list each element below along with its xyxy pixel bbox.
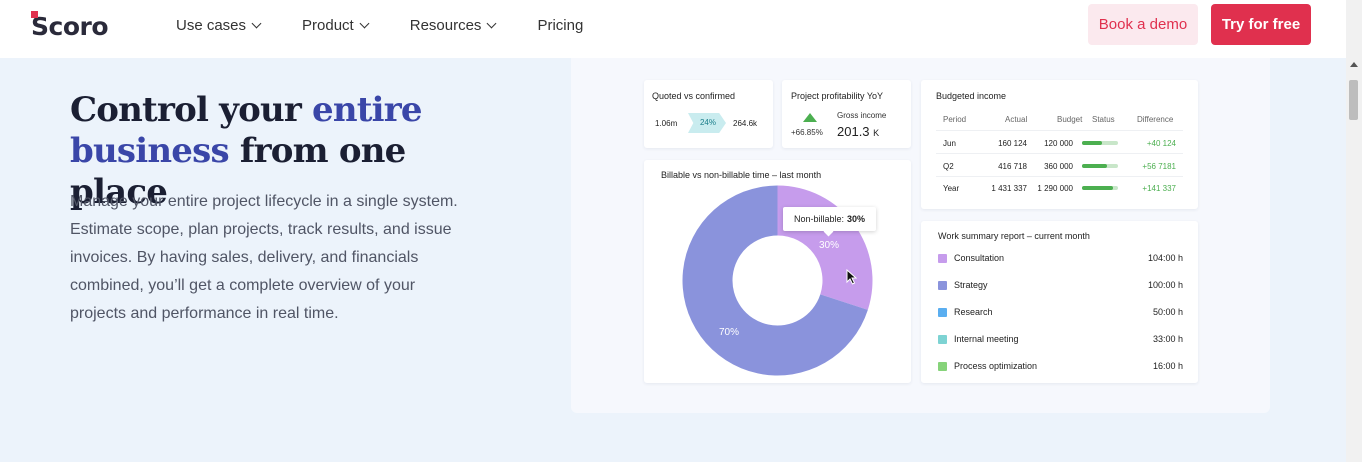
status-bar — [1082, 186, 1118, 190]
scroll-up-arrow-icon[interactable] — [1350, 62, 1358, 67]
activity-hours: 104:00 h — [1147, 253, 1183, 263]
color-swatch — [938, 308, 947, 317]
quoted-value: 1.06m — [655, 119, 678, 128]
status-bar — [1082, 164, 1118, 168]
status-bar-fill — [1082, 164, 1108, 168]
period-cell: Year — [943, 184, 960, 193]
card-title: Billable vs non-billable time – last mon… — [661, 170, 822, 180]
list-item: Strategy 100:00 h — [938, 279, 1183, 293]
row-divider — [936, 130, 1183, 131]
activity-name: Process optimization — [954, 361, 1038, 371]
chevron-down-icon — [251, 18, 262, 28]
project-profitability-card: Project profitability YoY +66.85% Gross … — [782, 80, 911, 148]
card-title: Budgeted income — [936, 91, 1007, 101]
difference-cell: +141 337 — [1142, 184, 1176, 193]
chevron-down-icon — [486, 18, 497, 28]
arrow-badge-icon — [688, 113, 726, 133]
period-cell: Q2 — [943, 162, 954, 171]
color-swatch — [938, 254, 947, 263]
profit-change: +66.85% — [791, 128, 823, 137]
list-item: Research 50:00 h — [938, 306, 1183, 320]
conversion-percent: 24% — [699, 118, 716, 127]
logo-text: coro — [48, 12, 109, 41]
budget-cell: 360 000 — [1044, 162, 1073, 171]
non-billable-percent-label: 30% — [819, 240, 840, 251]
scoro-logo[interactable]: Scoro — [31, 11, 109, 41]
nav-resources[interactable]: Resources — [409, 16, 497, 34]
difference-cell: +56 7181 — [1142, 162, 1176, 171]
nav-label: Product — [302, 16, 354, 34]
gross-income-number: 201.3 — [837, 124, 870, 139]
triangle-up-icon — [803, 113, 817, 122]
actual-cell: 160 124 — [998, 139, 1027, 148]
gross-income-label: Gross income — [837, 111, 887, 120]
nav-label: Resources — [409, 16, 482, 34]
activity-name: Internal meeting — [954, 334, 1019, 344]
row-divider — [936, 176, 1183, 177]
column-header: Difference — [1137, 115, 1174, 124]
status-bar — [1082, 141, 1118, 145]
activity-hours: 50:00 h — [1152, 307, 1183, 317]
list-item: Consultation 104:00 h — [938, 252, 1183, 266]
site-header: Scoro Use cases Product Resources Pricin… — [0, 0, 1346, 58]
activity-hours: 16:00 h — [1152, 361, 1183, 371]
nav-product[interactable]: Product — [302, 16, 370, 34]
budgeted-income-card: Budgeted income Period Actual Budget Sta… — [921, 80, 1198, 209]
work-summary-card: Work summary report – current month Cons… — [921, 221, 1198, 383]
card-title: Quoted vs confirmed — [652, 91, 736, 101]
card-title: Project profitability YoY — [791, 91, 884, 101]
nav-pricing[interactable]: Pricing — [537, 17, 583, 34]
budget-cell: 120 000 — [1044, 139, 1073, 148]
activity-name: Strategy — [954, 280, 988, 290]
nav-label: Pricing — [537, 16, 584, 34]
column-header: Status — [1092, 115, 1115, 124]
period-cell: Jun — [943, 139, 956, 148]
row-divider — [936, 153, 1183, 154]
status-bar-fill — [1082, 141, 1102, 145]
column-header: Budget — [1057, 115, 1083, 124]
column-header: Period — [943, 115, 967, 124]
activity-name: Consultation — [954, 253, 1005, 263]
list-item: Process optimization 16:00 h — [938, 360, 1183, 374]
activity-hours: 100:00 h — [1147, 280, 1183, 290]
hero-title: Control your entire business from one pl… — [70, 90, 490, 213]
activity-hours: 33:00 h — [1152, 334, 1183, 344]
confirmed-value: 264.6k — [733, 119, 758, 128]
actual-cell: 1 431 337 — [991, 184, 1027, 193]
try-for-free-button[interactable]: Try for free — [1211, 4, 1311, 45]
billable-slice[interactable] — [682, 185, 868, 376]
status-bar-fill — [1082, 186, 1113, 190]
page-scrollbar[interactable] — [1346, 0, 1362, 462]
logo-mark-icon: S — [31, 11, 49, 41]
color-swatch — [938, 335, 947, 344]
nav-use-cases[interactable]: Use cases — [176, 16, 262, 34]
mouse-cursor-icon — [846, 269, 857, 285]
hero-title-part2: from one place — [70, 131, 406, 212]
card-title: Work summary report – current month — [938, 231, 1090, 241]
tooltip-label: Non-billable: — [793, 214, 844, 224]
gross-income-value: 201.3 K — [837, 124, 879, 139]
chart-tooltip: Non-billable: 30% — [783, 207, 876, 231]
book-demo-button[interactable]: Book a demo — [1088, 4, 1198, 45]
hero-title-accent: entire business — [70, 90, 423, 171]
gross-income-unit: K — [873, 128, 880, 138]
color-swatch — [938, 362, 947, 371]
hero-description: Manage your entire project lifecycle in … — [70, 193, 458, 322]
quoted-vs-confirmed-card: Quoted vs confirmed 1.06m 24% 264.6k — [644, 80, 773, 148]
scroll-thumb[interactable] — [1349, 80, 1358, 120]
budget-cell: 1 290 000 — [1037, 184, 1073, 193]
nav-label: Use cases — [176, 16, 247, 34]
hero-title-part1: Control your — [70, 90, 313, 130]
column-header: Actual — [1005, 115, 1028, 124]
tooltip-value: 30% — [847, 214, 866, 224]
color-swatch — [938, 281, 947, 290]
actual-cell: 416 718 — [998, 162, 1027, 171]
activity-name: Research — [954, 307, 993, 317]
main-nav: Use cases Product Resources Pricing — [176, 0, 625, 50]
difference-cell: +40 124 — [1146, 139, 1176, 148]
list-item: Internal meeting 33:00 h — [938, 333, 1183, 347]
billable-percent-label: 70% — [719, 327, 740, 338]
chevron-down-icon — [359, 18, 370, 28]
